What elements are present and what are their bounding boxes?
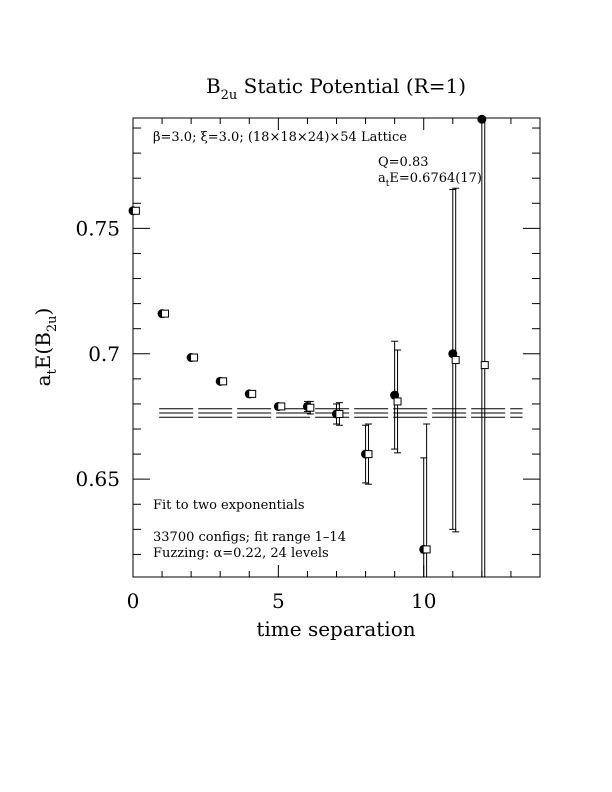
data-point-open-square — [160, 309, 169, 318]
data-point-open-square — [422, 545, 431, 554]
y-tick-label: 0.65 — [75, 467, 120, 491]
q-annotation: Q=0.83 — [378, 155, 429, 170]
configs-annotation: 33700 configs; fit range 1–14 — [153, 530, 346, 545]
x-axis-label: time separation — [256, 617, 415, 641]
data-point-open-square — [131, 206, 140, 215]
data-point-open-square — [364, 450, 373, 459]
tick-marks — [132, 118, 541, 577]
data-point-filled-circle — [448, 349, 458, 359]
data-point-open-square — [393, 397, 402, 406]
lattice-annotation: β=3.0; ξ=3.0; (18×18×24)×54 Lattice — [153, 130, 407, 145]
x-tick-label: 10 — [411, 589, 436, 613]
error-bars — [277, 118, 486, 577]
data-point-open-square — [190, 353, 199, 362]
tick-labels: 0 5 10 0.65 0.7 0.75 — [75, 216, 436, 613]
y-tick-label: 0.75 — [75, 216, 120, 240]
data-point-open-square — [451, 356, 460, 365]
data-points — [128, 114, 489, 554]
data-point-filled-circle — [390, 390, 400, 400]
fit-annotation: Fit to two exponentials — [153, 498, 305, 513]
data-point-filled-circle — [477, 114, 487, 124]
fuzzing-annotation: Fuzzing: α=0.22, 24 levels — [153, 546, 329, 561]
data-point-open-square — [335, 409, 344, 418]
data-point-open-square — [480, 361, 489, 370]
x-tick-label: 0 — [127, 589, 140, 613]
data-point-open-square — [277, 402, 286, 411]
y-axis-label: atE(B2u) — [31, 308, 60, 387]
data-point-open-square — [219, 377, 228, 386]
data-point-open-square — [248, 389, 257, 398]
data-point-open-square — [306, 403, 315, 412]
chart-title: B2u Static Potential (R=1) — [206, 74, 466, 103]
y-tick-label: 0.7 — [88, 342, 120, 366]
x-tick-label: 5 — [272, 589, 285, 613]
energy-annotation: atE=0.6764(17) — [378, 171, 482, 189]
